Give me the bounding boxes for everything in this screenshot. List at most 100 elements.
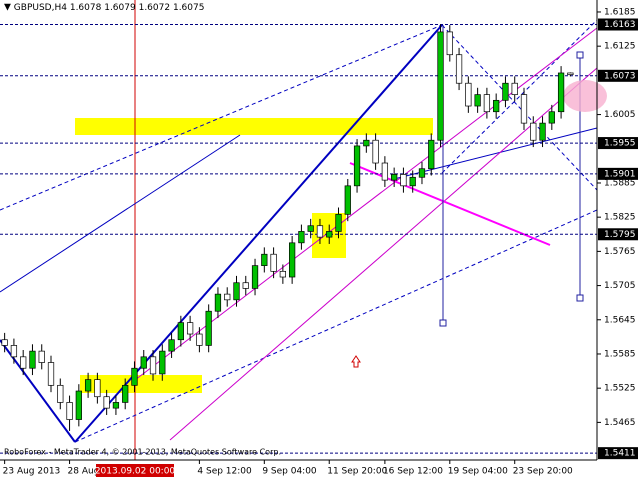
y-tick-label: 1.5765 <box>604 247 636 257</box>
candle-body <box>84 379 92 392</box>
candle-body <box>177 322 184 341</box>
candle-body <box>557 72 565 113</box>
x-tick-label: 16 Sep 12:00 <box>383 467 443 477</box>
channel-line <box>134 27 598 381</box>
candle-body <box>186 322 194 335</box>
candle-body <box>455 54 463 84</box>
candle-body <box>279 270 286 278</box>
zone <box>80 375 202 393</box>
candle-body <box>10 345 18 358</box>
channel-line <box>441 19 598 174</box>
candle-body <box>103 396 110 409</box>
crosshair-label-box <box>96 464 174 477</box>
price-level-label: 1.5411 <box>604 449 636 459</box>
candle-body <box>224 293 231 301</box>
anchor <box>439 319 447 327</box>
candle-body <box>316 225 324 238</box>
candle-body <box>483 94 491 113</box>
candle-body <box>326 231 333 238</box>
candle-body <box>289 242 296 278</box>
candle-body <box>474 94 481 107</box>
candle-body <box>140 356 147 369</box>
y-tick-label: 1.5645 <box>604 315 636 325</box>
y-tick-label: 1.6185 <box>604 7 636 17</box>
candle-body <box>511 82 518 95</box>
price-level-box <box>598 228 638 241</box>
candle-body <box>159 350 166 375</box>
candle-body <box>38 350 45 363</box>
candle-body <box>149 356 157 375</box>
candle-body <box>233 282 240 301</box>
candle-body <box>261 253 268 266</box>
y-tick-label: 1.5465 <box>604 418 636 428</box>
candle-body <box>29 350 36 369</box>
anchor <box>576 51 584 59</box>
price-level-label: 1.5901 <box>604 169 636 179</box>
candle-body <box>409 176 416 187</box>
anchor <box>576 294 584 302</box>
candle-body <box>168 339 175 352</box>
target-area <box>563 80 607 112</box>
candle-body <box>530 122 537 141</box>
candle-body <box>520 94 528 124</box>
price-level-label: 1.6163 <box>604 20 636 30</box>
candle-body <box>112 402 120 409</box>
high-value: 1.6079 <box>104 3 136 13</box>
channel-line <box>74 209 598 443</box>
candle-body <box>372 139 379 164</box>
y-tick-label: 1.6005 <box>604 110 636 120</box>
candle-body <box>196 333 203 346</box>
candle-body <box>75 390 82 420</box>
price-level-box <box>598 167 638 180</box>
candle-body <box>122 384 129 403</box>
y-tick-label: 1.5525 <box>604 384 636 394</box>
candle-body <box>437 31 444 141</box>
x-tick-label: 23 Sep 20:00 <box>513 467 573 477</box>
candle-body <box>428 139 435 170</box>
y-tick-label: 1.5585 <box>604 349 636 359</box>
arrow-up-icon <box>351 355 361 368</box>
price-level-box <box>598 69 638 82</box>
candle-body <box>363 139 370 147</box>
y-tick-label: 1.5885 <box>604 178 636 188</box>
candle-body <box>465 82 472 107</box>
candle-body <box>66 402 73 420</box>
trend-line <box>0 134 241 293</box>
x-tick-label: 4 Sep 12:00 <box>197 467 252 477</box>
candle-body <box>335 213 342 232</box>
zone <box>75 118 433 135</box>
candle-body <box>493 99 500 113</box>
candle-body <box>418 168 426 178</box>
price-level-box <box>598 447 638 460</box>
price-level-label: 1.5955 <box>604 139 636 149</box>
candle-body <box>298 231 305 244</box>
price-level-label: 1.5795 <box>604 230 636 240</box>
channel-line <box>0 24 443 211</box>
candle-body <box>94 379 101 398</box>
x-tick-label: 23 Aug 2013 <box>3 467 61 477</box>
candle-body <box>307 225 314 232</box>
candle-body <box>251 265 259 289</box>
price-level-box <box>598 137 638 150</box>
x-tick-label: 9 Sep 04:00 <box>262 467 317 477</box>
candle-body <box>214 293 222 312</box>
candle-body <box>400 174 407 187</box>
x-tick-label: 11 Sep 20:00 <box>327 467 387 477</box>
candle-body <box>344 185 351 215</box>
low-value: 1.6072 <box>139 3 171 13</box>
price-level-label: 1.6073 <box>604 71 636 81</box>
chart-header: ▼ GBPUSD,H4 1.6078 1.6079 1.6072 1.6075 <box>4 3 204 13</box>
candle-body <box>391 174 398 181</box>
channel-line <box>441 24 598 191</box>
open-value: 1.6078 <box>70 3 102 13</box>
candle-body <box>1 339 8 346</box>
channel-line <box>169 67 598 441</box>
y-tick-label: 1.5705 <box>604 281 636 291</box>
close-value: 1.6075 <box>173 3 205 13</box>
candle-body <box>567 72 574 76</box>
candle-body <box>353 145 361 187</box>
candle-body <box>205 310 212 346</box>
y-tick-label: 1.5825 <box>604 213 636 223</box>
crosshair-label: 2013.09.02 00:00 <box>95 467 176 477</box>
